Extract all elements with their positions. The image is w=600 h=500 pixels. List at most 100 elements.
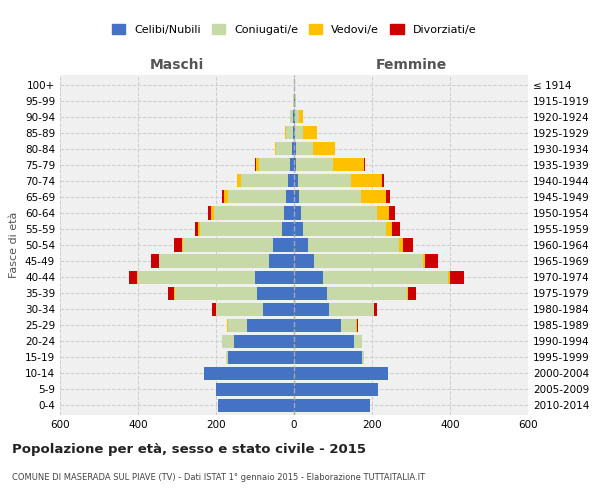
Bar	[299, 190, 361, 203]
Bar	[329, 302, 374, 316]
Bar	[216, 383, 294, 396]
Bar	[355, 334, 362, 348]
Bar	[425, 254, 438, 268]
Bar	[269, 254, 294, 268]
Bar	[296, 158, 333, 172]
Bar	[294, 110, 295, 124]
Bar	[216, 302, 263, 316]
Bar	[160, 254, 269, 268]
Bar	[208, 206, 211, 220]
Bar	[361, 190, 386, 203]
Bar	[222, 334, 233, 348]
Bar	[308, 238, 400, 252]
Bar	[408, 286, 416, 300]
Y-axis label: Fasce di età: Fasce di età	[10, 212, 19, 278]
Bar	[294, 94, 295, 107]
Bar	[272, 238, 294, 252]
Text: Femmine: Femmine	[376, 58, 446, 72]
Bar	[290, 110, 293, 124]
Bar	[199, 222, 200, 235]
Bar	[323, 270, 448, 283]
Bar	[314, 254, 422, 268]
Bar	[226, 350, 228, 364]
Bar	[290, 158, 294, 172]
Bar	[382, 174, 384, 188]
Bar	[183, 238, 272, 252]
Bar	[357, 318, 358, 332]
Bar	[333, 158, 364, 172]
Bar	[294, 238, 308, 252]
Bar	[423, 254, 425, 268]
Bar	[350, 174, 382, 188]
Bar	[275, 142, 277, 156]
Bar	[256, 158, 259, 172]
Bar	[286, 190, 294, 203]
Bar	[212, 302, 215, 316]
Bar	[400, 238, 403, 252]
Bar	[302, 222, 386, 235]
Bar	[294, 126, 295, 140]
Bar	[238, 174, 241, 188]
Bar	[313, 142, 335, 156]
Bar	[228, 318, 247, 332]
Bar	[283, 222, 294, 235]
Bar	[263, 302, 294, 316]
Bar	[377, 206, 389, 220]
Bar	[211, 206, 214, 220]
Bar	[294, 318, 341, 332]
Text: Maschi: Maschi	[150, 58, 204, 72]
Bar	[448, 270, 450, 283]
Bar	[386, 222, 392, 235]
Bar	[224, 190, 228, 203]
Bar	[182, 238, 183, 252]
Bar	[294, 334, 355, 348]
Bar	[277, 142, 292, 156]
Bar	[294, 158, 296, 172]
Bar	[228, 350, 294, 364]
Bar	[174, 286, 175, 300]
Bar	[386, 190, 391, 203]
Bar	[294, 254, 314, 268]
Bar	[241, 174, 288, 188]
Bar	[284, 206, 294, 220]
Bar	[341, 318, 356, 332]
Bar	[294, 286, 327, 300]
Bar	[169, 286, 174, 300]
Bar	[174, 238, 182, 252]
Bar	[450, 270, 464, 283]
Bar	[294, 222, 302, 235]
Bar	[203, 366, 204, 380]
Bar	[218, 399, 294, 412]
Bar	[295, 110, 299, 124]
Bar	[158, 254, 160, 268]
Bar	[294, 366, 388, 380]
Bar	[294, 142, 296, 156]
Bar	[374, 302, 377, 316]
Y-axis label: Anni di nascita: Anni di nascita	[599, 204, 600, 286]
Bar	[294, 174, 298, 188]
Legend: Celibi/Nubili, Coniugati/e, Vedovi/e, Divorziati/e: Celibi/Nubili, Coniugati/e, Vedovi/e, Di…	[107, 20, 481, 39]
Bar	[288, 174, 294, 188]
Bar	[257, 286, 294, 300]
Bar	[286, 126, 293, 140]
Bar	[407, 286, 408, 300]
Bar	[130, 270, 137, 283]
Bar	[294, 350, 362, 364]
Bar	[259, 158, 290, 172]
Bar	[295, 94, 296, 107]
Bar	[293, 110, 294, 124]
Bar	[194, 222, 199, 235]
Bar	[138, 270, 255, 283]
Bar	[295, 126, 303, 140]
Bar	[255, 270, 294, 283]
Bar	[327, 286, 407, 300]
Bar	[292, 142, 294, 156]
Bar	[175, 286, 257, 300]
Bar	[294, 383, 378, 396]
Bar	[389, 206, 395, 220]
Bar	[294, 190, 299, 203]
Bar	[236, 174, 238, 188]
Bar	[364, 158, 365, 172]
Bar	[137, 270, 138, 283]
Text: Popolazione per età, sesso e stato civile - 2015: Popolazione per età, sesso e stato civil…	[12, 442, 366, 456]
